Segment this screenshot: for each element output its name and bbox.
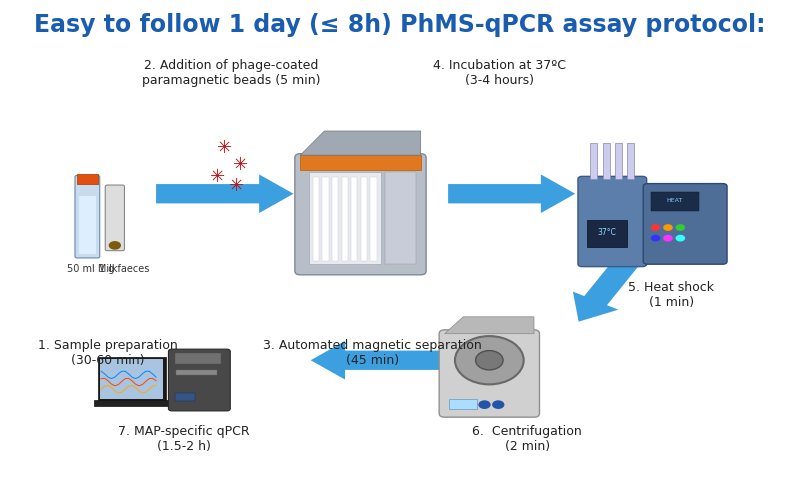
Bar: [351, 177, 358, 261]
Bar: [650, 192, 699, 211]
Bar: [176, 370, 218, 375]
Circle shape: [663, 224, 673, 231]
Bar: [300, 155, 421, 169]
Text: 2. Addition of phage-coated
paramagnetic beads (5 min): 2. Addition of phage-coated paramagnetic…: [142, 59, 321, 87]
Bar: [587, 220, 626, 247]
FancyBboxPatch shape: [439, 330, 539, 417]
Bar: [332, 177, 338, 261]
Bar: [385, 172, 416, 264]
Circle shape: [478, 400, 490, 409]
Bar: [627, 143, 634, 179]
Circle shape: [650, 224, 661, 231]
Text: ✳: ✳: [210, 168, 226, 186]
Bar: [590, 143, 598, 179]
Bar: [77, 174, 98, 184]
Circle shape: [475, 350, 503, 370]
Text: 4. Incubation at 37ºC
(3-4 hours): 4. Incubation at 37ºC (3-4 hours): [433, 59, 566, 87]
Polygon shape: [156, 174, 294, 213]
Bar: [175, 393, 194, 401]
Bar: [79, 196, 96, 254]
Text: 6.  Centrifugation
(2 min): 6. Centrifugation (2 min): [472, 425, 582, 454]
Bar: [94, 400, 174, 406]
Circle shape: [650, 235, 661, 242]
Circle shape: [455, 336, 524, 384]
Bar: [450, 399, 477, 408]
Bar: [370, 177, 377, 261]
Text: ✳: ✳: [218, 139, 232, 157]
FancyBboxPatch shape: [75, 175, 100, 258]
Text: 1. Sample preparation
(30-60 min): 1. Sample preparation (30-60 min): [38, 338, 178, 366]
FancyBboxPatch shape: [169, 349, 230, 411]
Text: ✳: ✳: [229, 178, 244, 196]
Bar: [174, 353, 222, 363]
FancyBboxPatch shape: [643, 183, 727, 264]
Bar: [615, 143, 622, 179]
Text: 5. Heat shock
(1 min): 5. Heat shock (1 min): [629, 281, 714, 309]
FancyBboxPatch shape: [106, 185, 125, 251]
Circle shape: [492, 400, 505, 409]
Text: HEAT: HEAT: [666, 198, 683, 203]
Text: 37°C: 37°C: [598, 228, 616, 237]
Bar: [100, 359, 163, 399]
Text: 3. Automated magnetic separation
(45 min): 3. Automated magnetic separation (45 min…: [263, 338, 482, 366]
Polygon shape: [448, 174, 575, 213]
Polygon shape: [300, 131, 421, 155]
Bar: [322, 177, 329, 261]
Circle shape: [675, 224, 685, 231]
Polygon shape: [573, 228, 662, 322]
Bar: [342, 177, 348, 261]
Circle shape: [663, 235, 673, 242]
Text: Easy to follow 1 day (≤ 8h) PhMS-qPCR assay protocol:: Easy to follow 1 day (≤ 8h) PhMS-qPCR as…: [34, 13, 766, 37]
Bar: [602, 143, 610, 179]
Polygon shape: [445, 317, 534, 333]
Bar: [361, 177, 367, 261]
Bar: [313, 177, 319, 261]
Bar: [98, 357, 166, 400]
FancyBboxPatch shape: [578, 176, 646, 267]
Text: 50 ml Milk: 50 ml Milk: [67, 264, 118, 274]
Circle shape: [109, 241, 121, 250]
Polygon shape: [310, 341, 479, 379]
Text: 1 g faeces: 1 g faeces: [98, 264, 149, 274]
Text: 7. MAP-specific qPCR
(1.5-2 h): 7. MAP-specific qPCR (1.5-2 h): [118, 425, 250, 454]
Circle shape: [675, 235, 685, 242]
Text: ✳: ✳: [233, 156, 248, 174]
Bar: [310, 172, 382, 264]
FancyBboxPatch shape: [295, 154, 426, 275]
